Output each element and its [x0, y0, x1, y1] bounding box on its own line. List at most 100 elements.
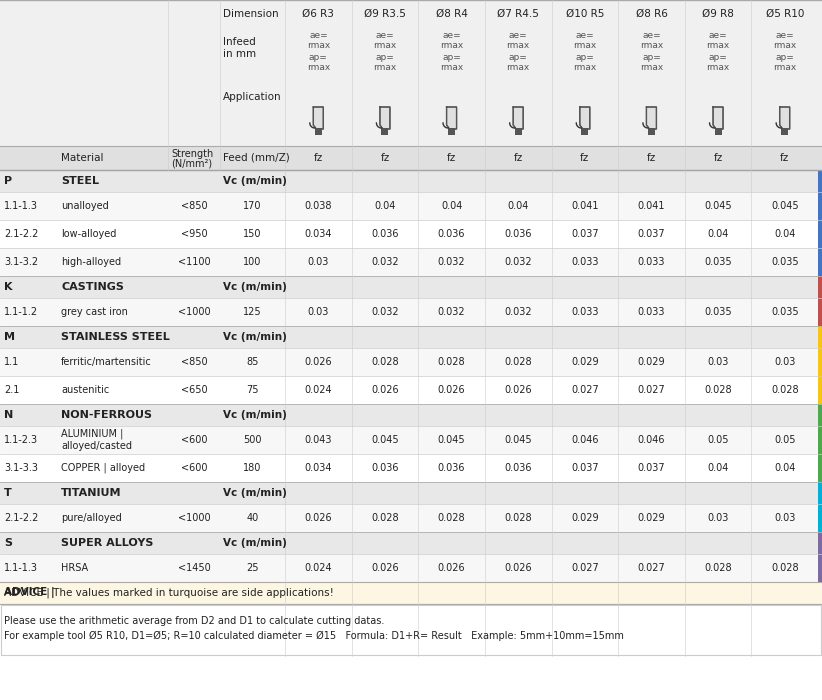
Bar [0, 248, 818, 276]
Bar [515, 128, 522, 135]
Text: ae=: ae= [642, 32, 661, 41]
Bar [0, 532, 822, 554]
Text: 0.033: 0.033 [638, 307, 665, 317]
Text: 0.037: 0.037 [571, 463, 598, 473]
Text: rmax: rmax [373, 64, 396, 73]
Text: 0.032: 0.032 [505, 257, 532, 267]
Text: rmax: rmax [307, 41, 330, 50]
Text: 1.1-1.3: 1.1-1.3 [4, 563, 38, 573]
Text: 0.032: 0.032 [505, 307, 532, 317]
Polygon shape [313, 107, 323, 129]
Text: 3.1-3.2: 3.1-3.2 [4, 257, 38, 267]
Bar [0, 604, 822, 656]
Text: ADVICE |: ADVICE | [4, 587, 55, 598]
Text: 0.05: 0.05 [707, 435, 729, 445]
Text: 100: 100 [243, 257, 261, 267]
Text: 180: 180 [243, 463, 261, 473]
Text: Please use the arithmetic average from D2 and D1 to calculate cutting datas.: Please use the arithmetic average from D… [4, 616, 385, 626]
Text: 0.04: 0.04 [774, 229, 796, 239]
Bar [0, 504, 818, 532]
Text: 0.028: 0.028 [704, 563, 732, 573]
Text: 0.029: 0.029 [638, 513, 665, 523]
Text: 0.032: 0.032 [438, 257, 465, 267]
Text: 2.1: 2.1 [4, 385, 20, 395]
Text: 0.03: 0.03 [774, 357, 796, 367]
Text: 0.026: 0.026 [371, 563, 399, 573]
Bar [0, 170, 822, 192]
Text: <850: <850 [181, 201, 207, 211]
Text: ap=: ap= [309, 53, 328, 62]
Text: ALUMINIUM |: ALUMINIUM | [61, 428, 123, 440]
Text: 0.033: 0.033 [571, 307, 598, 317]
Bar [818, 326, 822, 404]
Text: 0.028: 0.028 [371, 357, 399, 367]
Text: 0.035: 0.035 [771, 257, 798, 267]
Text: 170: 170 [243, 201, 261, 211]
Text: 0.035: 0.035 [704, 257, 732, 267]
Text: rmax: rmax [506, 41, 530, 50]
Text: ae=: ae= [442, 32, 461, 41]
Text: <1000: <1000 [178, 307, 210, 317]
Text: rmax: rmax [440, 64, 463, 73]
Text: grey cast iron: grey cast iron [61, 307, 128, 317]
Text: 0.034: 0.034 [305, 463, 332, 473]
Text: fz: fz [780, 153, 789, 163]
Text: 0.024: 0.024 [304, 563, 332, 573]
Text: Ø9 R3.5: Ø9 R3.5 [364, 9, 406, 19]
Text: P: P [4, 176, 12, 186]
Text: (N/mm²): (N/mm²) [171, 159, 212, 169]
Text: ap=: ap= [709, 53, 727, 62]
Text: <600: <600 [181, 463, 207, 473]
Text: N: N [4, 410, 13, 420]
Text: rmax: rmax [307, 64, 330, 73]
Text: 0.029: 0.029 [571, 357, 598, 367]
Text: 1.1-1.3: 1.1-1.3 [4, 201, 38, 211]
Text: 0.041: 0.041 [638, 201, 665, 211]
Text: Ø5 R10: Ø5 R10 [765, 9, 804, 19]
Text: 0.03: 0.03 [307, 307, 329, 317]
Text: 0.033: 0.033 [571, 257, 598, 267]
Text: CASTINGS: CASTINGS [61, 282, 124, 292]
Text: M: M [4, 332, 15, 342]
Text: high-alloyed: high-alloyed [61, 257, 121, 267]
Text: <600: <600 [181, 435, 207, 445]
Text: 0.032: 0.032 [438, 307, 465, 317]
Text: 0.03: 0.03 [708, 513, 729, 523]
Text: 0.028: 0.028 [704, 385, 732, 395]
Text: rmax: rmax [640, 41, 663, 50]
Text: 75: 75 [247, 385, 259, 395]
Text: 0.026: 0.026 [304, 357, 332, 367]
Text: 0.037: 0.037 [638, 229, 665, 239]
Text: 0.037: 0.037 [571, 229, 598, 239]
Text: alloyed/casted: alloyed/casted [61, 441, 132, 451]
Text: fz: fz [514, 153, 523, 163]
Text: Ø8 R4: Ø8 R4 [436, 9, 468, 19]
Text: 0.029: 0.029 [638, 357, 665, 367]
Bar [818, 532, 822, 582]
Text: rmax: rmax [706, 41, 730, 50]
Text: ferritic/martensitic: ferritic/martensitic [61, 357, 152, 367]
Text: ae=: ae= [376, 32, 395, 41]
Text: 0.028: 0.028 [505, 357, 532, 367]
Text: 0.028: 0.028 [771, 563, 798, 573]
Text: 0.04: 0.04 [774, 463, 796, 473]
Text: 1.1-2.3: 1.1-2.3 [4, 435, 38, 445]
Text: 2.1-2.2: 2.1-2.2 [4, 229, 39, 239]
Text: 0.04: 0.04 [708, 229, 729, 239]
Polygon shape [446, 107, 456, 129]
Text: ae=: ae= [709, 32, 727, 41]
Text: 0.045: 0.045 [371, 435, 399, 445]
Text: 150: 150 [243, 229, 261, 239]
Text: <850: <850 [181, 357, 207, 367]
Text: Application: Application [223, 92, 282, 102]
Text: rmax: rmax [773, 41, 797, 50]
Text: TITANIUM: TITANIUM [61, 488, 122, 498]
Text: Ø8 R6: Ø8 R6 [635, 9, 667, 19]
Bar [0, 276, 822, 298]
Text: ap=: ap= [575, 53, 594, 62]
Text: pure/alloyed: pure/alloyed [61, 513, 122, 523]
Polygon shape [380, 107, 390, 129]
Text: 2.1-2.2: 2.1-2.2 [4, 513, 39, 523]
Text: 500: 500 [243, 435, 261, 445]
Text: 0.035: 0.035 [704, 307, 732, 317]
